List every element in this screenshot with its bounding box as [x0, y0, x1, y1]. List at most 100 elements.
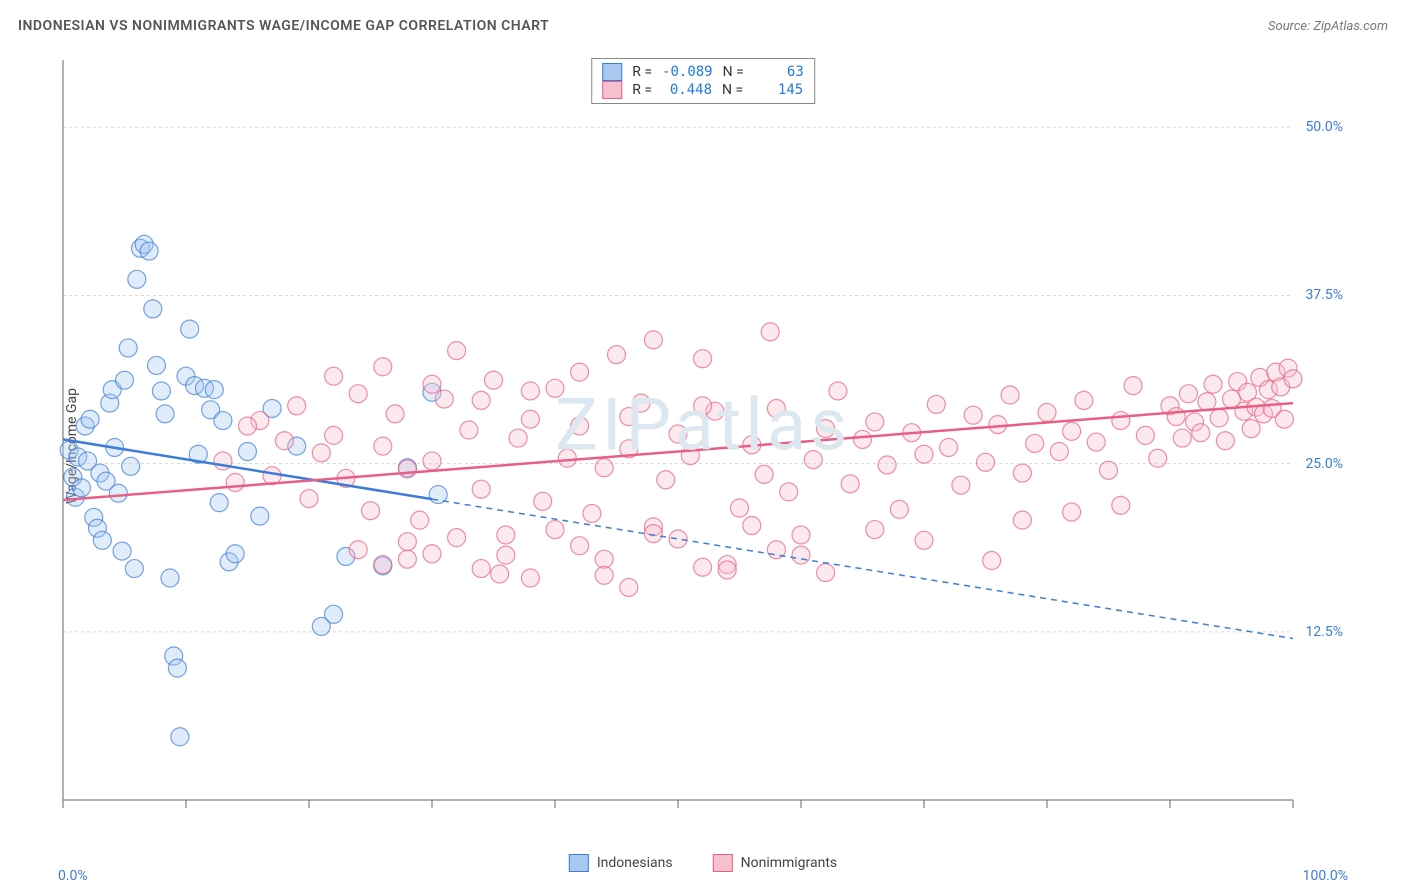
data-point — [300, 490, 318, 508]
y-tick-label: 12.5% — [1305, 624, 1343, 640]
data-point — [890, 500, 908, 518]
data-point — [181, 320, 199, 338]
data-point — [423, 375, 441, 393]
data-point — [239, 443, 257, 461]
data-point — [411, 511, 429, 529]
data-point — [1284, 370, 1302, 388]
data-point — [854, 430, 872, 448]
chart-title: INDONESIAN VS NONIMMIGRANTS WAGE/INCOME … — [18, 18, 549, 34]
data-point — [804, 451, 822, 469]
data-point — [116, 371, 134, 389]
x-axis-min-label: 0.0% — [58, 868, 88, 884]
data-point — [595, 459, 613, 477]
data-point — [1001, 386, 1019, 404]
data-point — [214, 412, 232, 430]
data-point — [312, 444, 330, 462]
data-point — [349, 541, 367, 559]
data-point — [423, 545, 441, 563]
data-point — [386, 405, 404, 423]
data-point — [1124, 377, 1142, 395]
data-point — [1242, 420, 1260, 438]
data-point — [128, 270, 146, 288]
data-point — [644, 331, 662, 349]
data-point — [829, 382, 847, 400]
data-point — [205, 381, 223, 399]
data-point — [792, 526, 810, 544]
y-tick-label: 37.5% — [1305, 287, 1343, 303]
data-point — [349, 385, 367, 403]
stats-row: R =-0.089N =63 — [602, 63, 804, 81]
r-label: R = — [632, 64, 652, 80]
data-point — [878, 456, 896, 474]
data-point — [1013, 464, 1031, 482]
data-point — [448, 529, 466, 547]
data-point — [1179, 385, 1197, 403]
source-attribution: Source: ZipAtlas.com — [1268, 19, 1388, 34]
legend-swatch — [713, 854, 733, 872]
data-point — [546, 379, 564, 397]
data-point — [1087, 433, 1105, 451]
data-point — [1192, 424, 1210, 442]
y-tick-label: 25.0% — [1305, 456, 1343, 472]
data-point — [1210, 409, 1228, 427]
data-point — [983, 552, 1001, 570]
data-point — [792, 546, 810, 564]
data-point — [743, 517, 761, 535]
data-point — [866, 413, 884, 431]
r-label: R = — [632, 82, 652, 98]
data-point — [718, 561, 736, 579]
data-point — [620, 408, 638, 426]
data-point — [927, 395, 945, 413]
scatter-plot-svg — [58, 55, 1348, 825]
data-point — [644, 525, 662, 543]
data-point — [731, 499, 749, 517]
data-point — [472, 480, 490, 498]
data-point — [491, 565, 509, 583]
data-point — [977, 453, 995, 471]
legend-item: Nonimmigrants — [713, 854, 838, 872]
r-value: 0.448 — [662, 82, 712, 98]
data-point — [669, 530, 687, 548]
data-point — [817, 564, 835, 582]
legend-swatch — [569, 854, 589, 872]
data-point — [374, 358, 392, 376]
data-point — [81, 410, 99, 428]
legend-label: Nonimmigrants — [741, 855, 838, 871]
data-point — [1063, 422, 1081, 440]
data-point — [325, 605, 343, 623]
data-point — [168, 659, 186, 677]
data-point — [694, 350, 712, 368]
data-point — [144, 300, 162, 318]
chart-header: INDONESIAN VS NONIMMIGRANTS WAGE/INCOME … — [18, 18, 1388, 34]
data-point — [1063, 503, 1081, 521]
data-point — [595, 550, 613, 568]
data-point — [1038, 404, 1056, 422]
data-point — [1204, 375, 1222, 393]
legend-swatch — [602, 63, 622, 81]
data-point — [694, 397, 712, 415]
data-point — [119, 339, 137, 357]
data-point — [156, 405, 174, 423]
data-point — [1275, 410, 1293, 428]
data-point — [1050, 443, 1068, 461]
data-point — [325, 367, 343, 385]
data-point — [122, 457, 140, 475]
data-point — [608, 346, 626, 364]
data-point — [964, 406, 982, 424]
data-point — [1100, 461, 1118, 479]
data-point — [620, 578, 638, 596]
data-point — [571, 417, 589, 435]
data-point — [694, 558, 712, 576]
trend-line-extrapolated — [432, 499, 1293, 638]
plot-area: ZIPatlas R =-0.089N =63R =0.448N =145 — [58, 55, 1348, 825]
data-point — [915, 531, 933, 549]
data-point — [448, 342, 466, 360]
data-point — [226, 545, 244, 563]
data-point — [362, 502, 380, 520]
legend-item: Indonesians — [569, 854, 673, 872]
data-point — [147, 356, 165, 374]
data-point — [1136, 426, 1154, 444]
data-point — [472, 560, 490, 578]
data-point — [325, 426, 343, 444]
y-tick-label: 50.0% — [1305, 119, 1343, 135]
